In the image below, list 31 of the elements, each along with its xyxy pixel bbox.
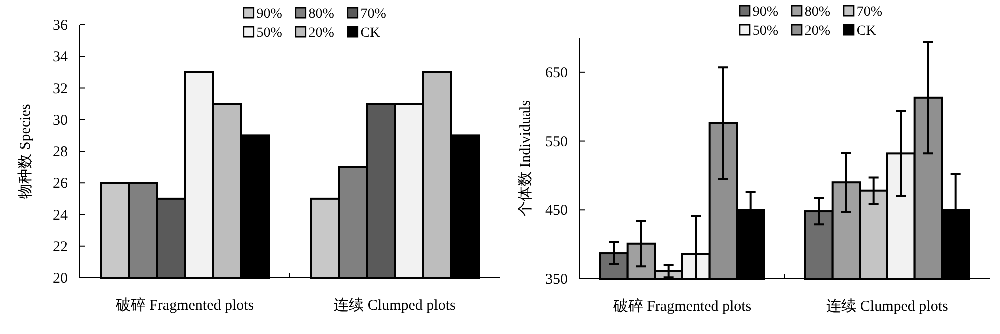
- x-tick-label: 破碎 Fragmented plots: [114, 297, 254, 314]
- y-axis-title: 物种数 Species: [17, 104, 34, 199]
- legend-label: 70%: [856, 5, 883, 20]
- legend-label: 20%: [804, 24, 831, 39]
- legend-label: 70%: [360, 7, 387, 22]
- y-tick-label: 34: [53, 50, 68, 66]
- x-tick-label: 连续 Clumped plots: [826, 298, 948, 315]
- x-tick-label: 连续 Clumped plots: [334, 297, 456, 314]
- y-tick-label: 36: [53, 18, 68, 34]
- legend-label: 90%: [752, 5, 779, 20]
- legend-label: 20%: [308, 26, 335, 41]
- legend-label: 50%: [752, 24, 779, 39]
- y-tick-label: 20: [53, 271, 68, 287]
- y-tick-label: 450: [546, 203, 568, 220]
- legend-label: 80%: [804, 5, 831, 20]
- y-tick-label: 550: [546, 134, 568, 150]
- y-tick-label: 350: [546, 272, 568, 288]
- y-tick-label: 28: [53, 144, 68, 160]
- legend-label: 90%: [256, 7, 283, 22]
- y-tick-label: 24: [53, 208, 68, 224]
- legend-label: 80%: [308, 7, 335, 22]
- x-tick-label: 破碎 Fragmented plots: [612, 298, 752, 315]
- legend-label: CK: [856, 24, 876, 39]
- legend-label: CK: [360, 26, 380, 41]
- legend-label: 50%: [256, 26, 283, 41]
- y-tick-label: 650: [546, 65, 568, 82]
- y-axis-title: 个体数 Individuals: [517, 100, 534, 217]
- y-tick-label: 26: [53, 176, 68, 192]
- y-tick-label: 32: [53, 81, 68, 98]
- y-tick-label: 22: [53, 239, 68, 256]
- y-tick-label: 30: [53, 112, 68, 129]
